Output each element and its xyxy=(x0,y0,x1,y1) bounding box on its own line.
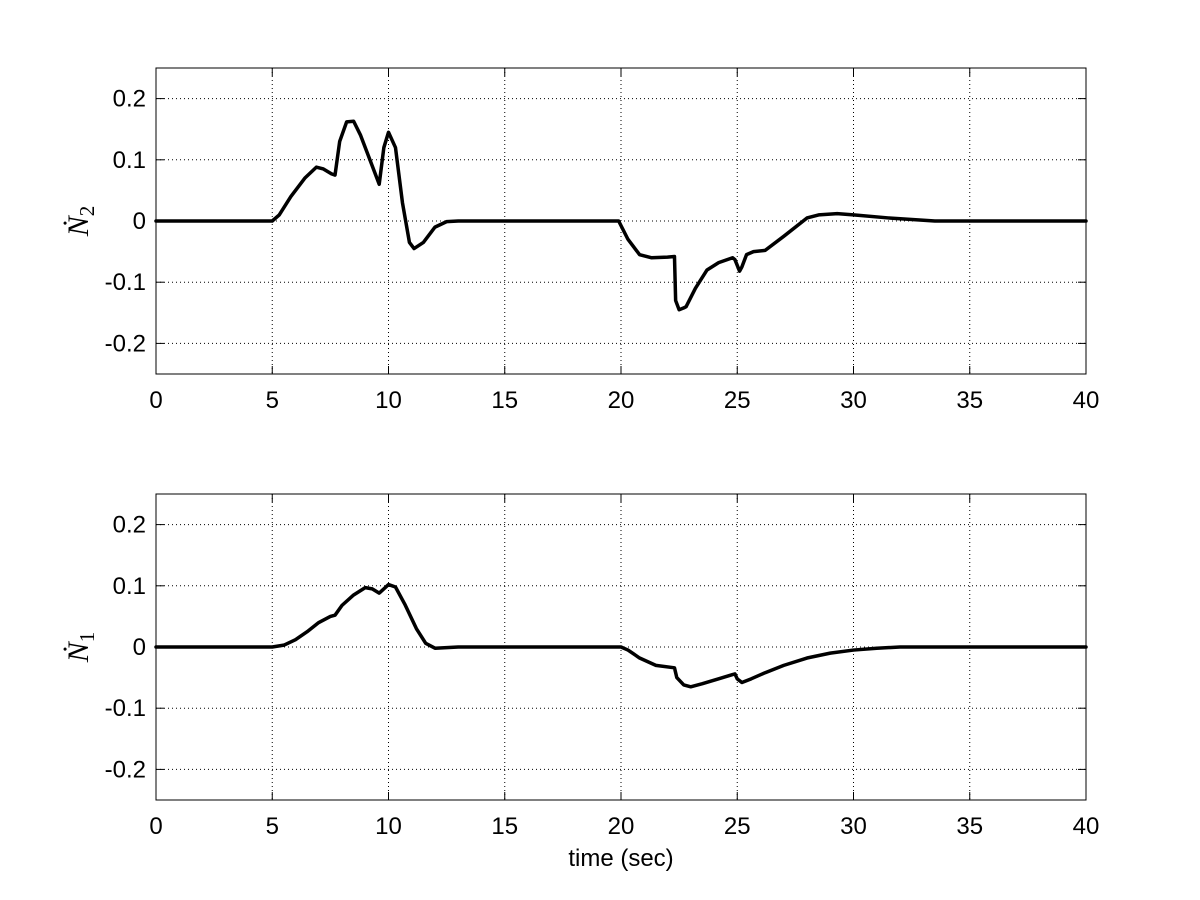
bottom-ytick-label: 0.1 xyxy=(113,573,146,600)
top-ytick-label: 0.2 xyxy=(113,86,146,113)
top-xtick-label: 35 xyxy=(956,387,983,414)
bottom-xtick-label: 10 xyxy=(375,813,402,840)
bottom-ytick-label: -0.2 xyxy=(105,756,146,783)
bottom-ylabel-main: Ṅ xyxy=(62,640,95,663)
top-xtick-label: 0 xyxy=(149,387,162,414)
top-ytick-label: 0 xyxy=(133,208,146,235)
bottom-xtick-label: 15 xyxy=(491,813,518,840)
bottom-ytick-label: 0.2 xyxy=(113,512,146,539)
bottom-ylabel: Ṅ1 xyxy=(62,632,99,664)
top-series-group xyxy=(154,119,1088,312)
top-chart-panel: 0 5 10 15 20 25 30 35 40 -0.2 -0.1 0 0.1 0.2 Ṅ2 xyxy=(62,67,1100,414)
top-series-line xyxy=(154,119,1088,312)
bottom-series-line xyxy=(154,582,1088,689)
bottom-xlabel: time (sec) xyxy=(568,845,673,872)
top-xtick-label: 5 xyxy=(266,387,279,414)
top-ylabel: Ṅ2 xyxy=(62,206,99,238)
top-xtick-label: 20 xyxy=(608,387,635,414)
top-ylabel-subscript: 2 xyxy=(75,206,99,217)
top-xtick-label: 40 xyxy=(1073,387,1100,414)
bottom-ytick-label: -0.1 xyxy=(105,695,146,722)
bottom-xtick-label: 25 xyxy=(724,813,751,840)
bottom-ytick-label: 0 xyxy=(133,634,146,661)
bottom-tick-group: 0 5 10 15 20 25 30 35 40 -0.2 -0.1 0 0.1 0.2 xyxy=(105,494,1100,840)
top-xtick-label: 15 xyxy=(491,387,518,414)
bottom-xtick-label: 30 xyxy=(840,813,867,840)
top-xtick-label: 30 xyxy=(840,387,867,414)
bottom-xtick-label: 20 xyxy=(608,813,635,840)
top-ytick-label: 0.1 xyxy=(113,147,146,174)
top-xtick-label: 25 xyxy=(724,387,751,414)
bottom-chart-panel: 0 5 10 15 20 25 30 35 40 -0.2 -0.1 0 0.1 0.2 Ṅ1 time … xyxy=(62,493,1100,872)
top-ytick-label: -0.1 xyxy=(105,269,146,296)
top-ylabel-main: Ṅ xyxy=(62,214,95,237)
bottom-xtick-label: 5 xyxy=(266,813,279,840)
bottom-xtick-label: 0 xyxy=(149,813,162,840)
bottom-xtick-label: 35 xyxy=(956,813,983,840)
top-xtick-label: 10 xyxy=(375,387,402,414)
bottom-xtick-label: 40 xyxy=(1073,813,1100,840)
top-ytick-label: -0.2 xyxy=(105,330,146,357)
top-tick-group: 0 5 10 15 20 25 30 35 40 -0.2 -0.1 0 0.1 0.2 xyxy=(105,68,1100,414)
bottom-series-group xyxy=(154,582,1088,689)
bottom-ylabel-subscript: 1 xyxy=(75,632,99,643)
